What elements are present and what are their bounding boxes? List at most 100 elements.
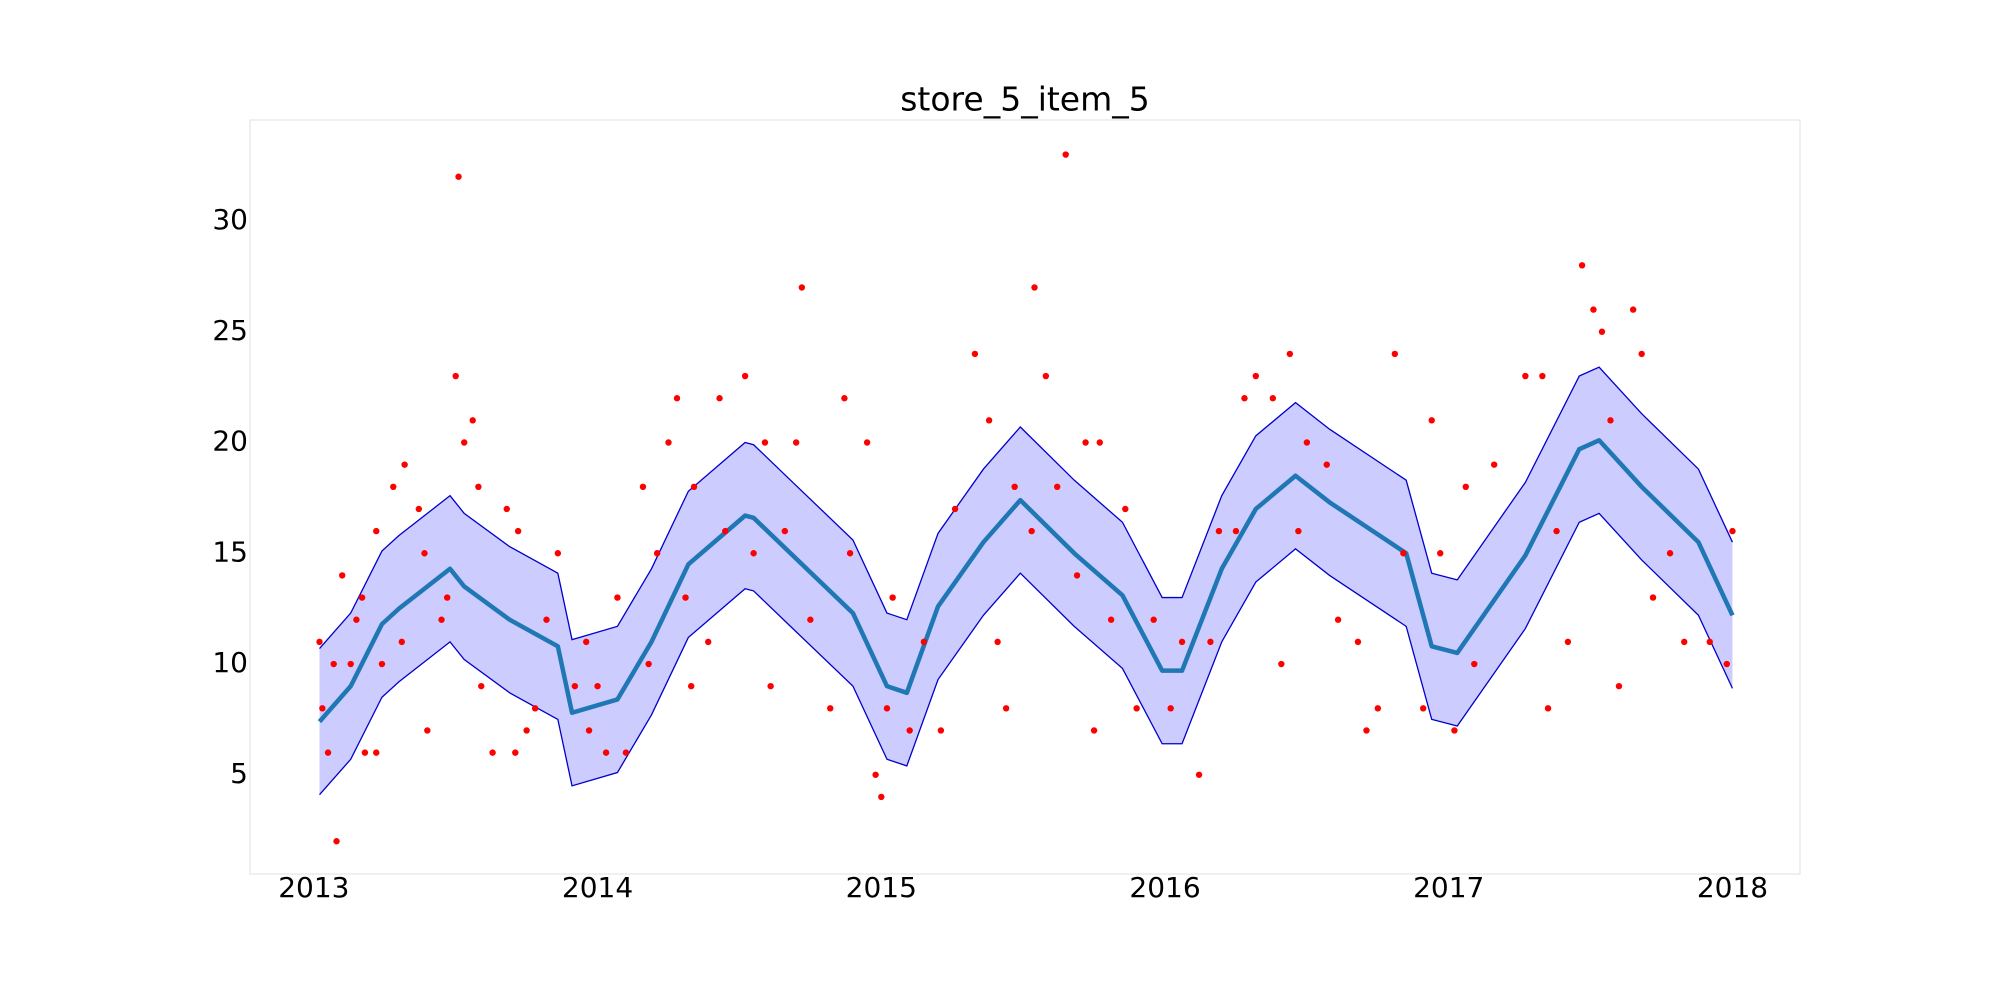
observation-dot <box>653 550 661 557</box>
forecast-line <box>317 438 1735 724</box>
y-tick-label: 20 <box>212 425 248 458</box>
observation-dot <box>906 727 913 734</box>
observation-dot <box>1437 550 1444 557</box>
observation-dot <box>316 638 323 646</box>
observation-dot <box>639 483 647 491</box>
observation-dot <box>1133 705 1140 712</box>
observation-dot <box>531 705 539 712</box>
observation-dot <box>665 439 672 446</box>
observation-dot <box>722 527 729 535</box>
observation-dot <box>878 793 885 801</box>
observation-dot <box>373 749 380 756</box>
observation-dot <box>1002 705 1010 712</box>
observation-dot <box>1615 682 1623 690</box>
observation-dot <box>1706 638 1713 646</box>
observation-dot <box>347 660 354 668</box>
observation-dot <box>889 594 896 601</box>
observation-dot <box>1178 638 1186 646</box>
observation-dot <box>554 550 562 557</box>
observation-dot <box>920 638 928 646</box>
band-upper <box>319 366 1734 649</box>
observation-dot <box>1391 350 1399 358</box>
observation-dot <box>489 749 496 756</box>
observation-dot <box>1107 616 1115 623</box>
observation-dot <box>1451 727 1458 734</box>
observation-dot <box>1471 660 1478 668</box>
observation-dot <box>512 749 519 756</box>
observation-dot <box>690 483 698 491</box>
observation-dot <box>1681 638 1688 646</box>
observation-dot <box>767 682 774 690</box>
observation-dot <box>478 682 485 690</box>
y-tick-label: 30 <box>212 203 248 236</box>
observation-dot <box>390 483 397 491</box>
observation-dot <box>443 594 451 601</box>
observation-dot <box>1303 439 1311 446</box>
y-tick-label: 25 <box>212 314 248 347</box>
observation-dot <box>353 616 360 623</box>
observation-dot <box>421 550 428 557</box>
observation-dot <box>398 638 405 646</box>
observation-dot <box>469 417 476 424</box>
observation-dot <box>1122 505 1129 513</box>
observation-dot <box>1252 372 1260 380</box>
plot-frame <box>249 119 1801 875</box>
observation-dot <box>1578 262 1586 269</box>
observation-dot <box>455 173 462 180</box>
observation-dot <box>792 439 800 446</box>
observation-dot <box>1028 527 1035 535</box>
observation-dot <box>1073 572 1081 579</box>
observation-dot <box>1215 527 1223 535</box>
observation-dot <box>1011 483 1018 491</box>
observation-dot <box>971 350 979 358</box>
observation-dot <box>1082 439 1089 446</box>
observation-dot <box>1295 527 1302 535</box>
observation-dot <box>1490 461 1498 468</box>
observation-dot <box>358 594 366 601</box>
observation-dot <box>761 439 769 446</box>
observation-dot <box>1553 527 1560 535</box>
y-tick-label: 15 <box>212 535 248 568</box>
observation-dot <box>594 682 601 690</box>
observation-dot <box>1428 417 1435 424</box>
observation-dot <box>339 572 346 579</box>
observation-dot <box>1323 461 1330 468</box>
observation-dot <box>585 727 593 734</box>
observation-dot <box>741 372 749 380</box>
band-fill <box>319 367 1733 795</box>
y-tick-label: 10 <box>212 646 248 679</box>
observation-dot <box>401 461 408 468</box>
observation-dot <box>514 527 522 535</box>
observation-dot <box>1054 483 1061 491</box>
observation-dot <box>883 705 891 712</box>
observation-dot <box>373 527 380 535</box>
band-lower <box>319 512 1734 796</box>
observation-dot <box>985 417 993 424</box>
observation-dot <box>798 284 806 291</box>
observation-dot <box>583 638 590 646</box>
observation-dot <box>673 395 681 402</box>
y-tick-label: 5 <box>230 757 248 790</box>
observation-dot <box>1042 372 1050 380</box>
observation-dot <box>846 550 854 557</box>
observation-dot <box>424 727 431 734</box>
observation-dot <box>863 439 871 446</box>
observation-dot <box>622 749 630 756</box>
x-tick-label: 2018 <box>1697 871 1768 904</box>
observation-dot <box>1334 616 1342 623</box>
x-tick-label: 2014 <box>562 871 633 904</box>
observation-dot <box>543 616 550 623</box>
observation-dot <box>705 638 712 646</box>
observation-dot <box>1539 372 1546 380</box>
observation-dot <box>324 749 332 756</box>
observation-dot <box>361 749 369 756</box>
observation-dot <box>807 616 814 623</box>
x-tick-label: 2015 <box>846 871 917 904</box>
observation-dot <box>1400 550 1407 557</box>
observation-dot <box>1638 350 1645 358</box>
observation-dot <box>333 838 340 845</box>
observation-dot <box>937 727 945 734</box>
observation-dot <box>378 660 386 668</box>
